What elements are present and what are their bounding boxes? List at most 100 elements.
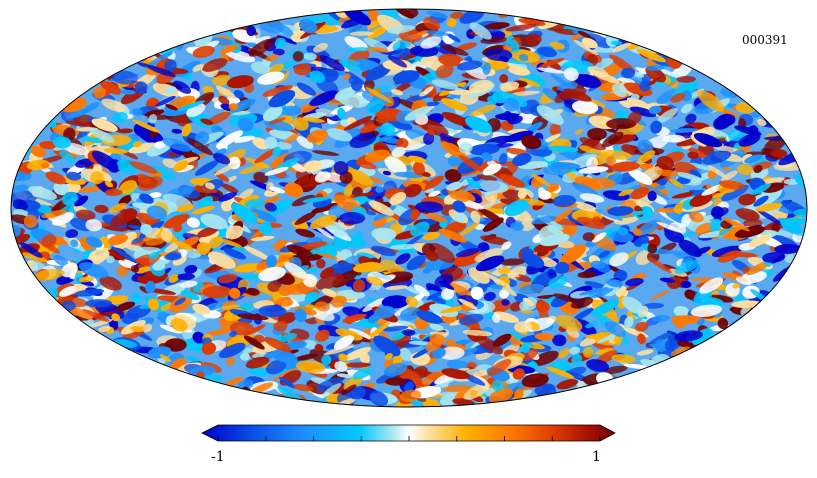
field-blob: [362, 297, 385, 313]
field-blob: [574, 129, 583, 135]
field-blob: [65, 229, 79, 239]
field-blob: [493, 311, 519, 323]
field-blob: [348, 328, 372, 340]
field-blob: [649, 343, 664, 349]
field-blob: [571, 100, 599, 115]
field-blob: [150, 165, 176, 181]
field-blob: [53, 182, 69, 196]
field-blob: [361, 89, 391, 105]
field-blob: [152, 262, 166, 271]
field-blob: [303, 339, 317, 349]
field-blob: [670, 128, 699, 133]
field-blob: [637, 219, 661, 236]
field-blob: [233, 89, 245, 99]
field-blob: [771, 223, 781, 233]
field-blob: [499, 174, 526, 188]
field-blob: [326, 128, 353, 142]
field-blob: [456, 42, 478, 51]
field-blob: [267, 280, 282, 293]
field-blob: [108, 234, 129, 245]
field-blob: [629, 106, 657, 118]
field-blob: [325, 347, 355, 361]
field-blob: [159, 324, 183, 334]
field-blob: [323, 345, 355, 356]
field-blob: [117, 128, 134, 134]
field-blob: [252, 137, 269, 150]
field-blob: [502, 58, 531, 65]
field-blob: [116, 265, 129, 277]
field-blob: [339, 212, 366, 225]
field-blob: [422, 370, 443, 385]
field-blob: [142, 323, 153, 333]
field-blob: [626, 97, 651, 109]
field-blob: [364, 322, 391, 341]
field-blob: [441, 45, 469, 56]
field-blob: [459, 222, 480, 237]
field-blob: [198, 230, 220, 243]
field-blob: [465, 116, 493, 133]
field-blob: [268, 117, 286, 125]
temperature-field: [11, 9, 807, 407]
field-blob: [314, 343, 324, 352]
field-blob: [197, 196, 214, 209]
field-blob: [163, 213, 190, 229]
field-blob: [273, 320, 288, 332]
field-blob: [501, 299, 510, 306]
field-blob: [492, 313, 501, 324]
field-blob: [744, 154, 763, 164]
field-blob: [304, 291, 319, 303]
field-blob: [215, 130, 244, 149]
field-blob: [207, 251, 236, 269]
field-blob: [275, 297, 294, 307]
field-blob: [176, 114, 189, 127]
colorbar-bar: [201, 424, 616, 442]
field-blob: [586, 33, 612, 49]
field-blob: [543, 133, 561, 143]
field-blob: [731, 270, 742, 277]
field-blob: [315, 226, 335, 240]
field-blob: [375, 186, 384, 193]
field-blob: [380, 136, 400, 144]
field-blob: [428, 242, 456, 264]
field-blob: [101, 98, 126, 113]
field-blob: [343, 375, 363, 391]
field-blob: [478, 207, 504, 223]
field-blob: [623, 82, 653, 97]
field-blob: [283, 133, 299, 145]
field-blob: [75, 209, 96, 221]
field-blob: [192, 205, 215, 215]
field-blob: [689, 162, 713, 171]
field-blob: [28, 186, 57, 200]
field-blob: [212, 74, 231, 86]
field-blob: [354, 230, 364, 242]
field-blob: [447, 33, 461, 43]
field-blob: [128, 142, 158, 154]
field-blob: [344, 347, 371, 361]
field-blob: [228, 103, 239, 111]
colorbar: [201, 424, 616, 442]
field-blob: [655, 67, 682, 79]
field-blob: [569, 346, 581, 355]
field-blob: [254, 147, 279, 164]
field-blob: [148, 131, 159, 138]
field-blob: [382, 170, 392, 176]
field-blob: [115, 301, 136, 312]
field-blob: [266, 199, 293, 217]
field-blob: [572, 201, 598, 212]
field-blob: [546, 366, 575, 379]
field-blob: [510, 90, 541, 96]
field-blob: [225, 377, 244, 387]
field-blob: [499, 74, 509, 84]
field-blob: [149, 192, 162, 198]
field-blob: [232, 135, 256, 143]
field-blob: [770, 149, 788, 158]
field-blob: [573, 39, 599, 55]
colorbar-min-label: -1: [211, 449, 225, 465]
field-blob: [233, 263, 263, 273]
colorbar-max-label: 1: [592, 449, 601, 465]
field-blob: [219, 318, 233, 331]
field-blob: [220, 183, 239, 193]
field-blob: [312, 150, 340, 156]
field-blob: [382, 325, 409, 332]
field-blob: [165, 104, 178, 111]
